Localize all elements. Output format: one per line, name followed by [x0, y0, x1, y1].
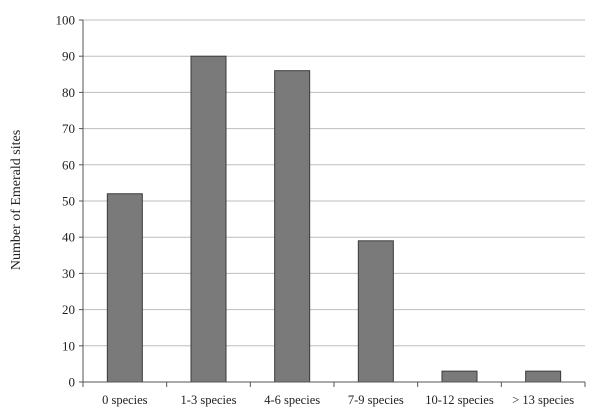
bars — [106, 55, 562, 383]
axes — [79, 19, 586, 387]
bar-1 — [190, 55, 227, 383]
bar-3 — [357, 240, 394, 383]
bar-2 — [274, 70, 311, 383]
y-tick-labels: 0 10 20 30 40 50 60 70 80 90 100 — [56, 13, 76, 390]
y-tick-label: 30 — [62, 266, 75, 281]
y-tick-label: 100 — [56, 13, 76, 28]
x-tick-label: 7-9 species — [348, 393, 404, 407]
x-tick-label: 4-6 species — [264, 393, 320, 407]
x-tick-label: 1-3 species — [181, 393, 237, 407]
x-tick-label: 10-12 species — [425, 393, 494, 407]
y-tick-label: 10 — [62, 338, 75, 353]
y-axis-title: Number of Emerald sites — [9, 130, 24, 270]
x-tick-label: 0 species — [102, 393, 148, 407]
x-tick-label: > 13 species — [512, 393, 574, 407]
gridlines — [83, 19, 585, 347]
y-tick-label: 80 — [62, 85, 75, 100]
y-tick-label: 90 — [62, 49, 75, 64]
y-tick-label: 60 — [62, 157, 75, 172]
y-tick-label: 50 — [62, 194, 75, 209]
y-tick-label: 40 — [62, 230, 75, 245]
y-tick-label: 70 — [62, 121, 75, 136]
y-tick-label: 20 — [62, 302, 75, 317]
x-tick-labels: 0 species 1-3 species 4-6 species 7-9 speci… — [102, 393, 574, 407]
bar-4 — [441, 370, 478, 383]
bar-5 — [525, 370, 562, 383]
y-tick-label: 0 — [69, 375, 76, 390]
bar-0 — [106, 193, 143, 383]
